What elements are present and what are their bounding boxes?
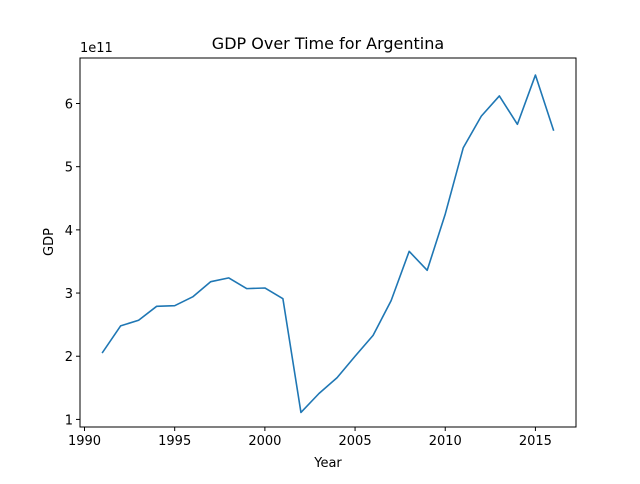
y-axis: 1 2 3 4 5 6 [65,97,80,428]
chart-title: GDP Over Time for Argentina [212,34,444,53]
y-tick-label: 6 [65,97,73,112]
x-tick-label: 2010 [429,434,462,449]
y-axis-multiplier: 1e11 [80,41,113,56]
gdp-series-line [101,74,555,414]
plot-area [101,74,555,414]
plot-frame [79,57,577,428]
x-tick-label: 2000 [248,434,281,449]
x-tick-label: 2015 [519,434,552,449]
y-tick-label: 5 [65,161,73,176]
y-tick-label: 4 [65,224,73,239]
x-tick-label: 1990 [68,434,101,449]
y-tick-label: 2 [65,350,73,365]
y-tick-label: 3 [65,287,73,302]
x-tick-label: 2005 [339,434,372,449]
y-tick-label: 1 [65,413,73,428]
x-axis: 1990 1995 2000 2005 2010 2015 [68,427,552,449]
y-axis-label: GDP [42,228,57,256]
x-axis-label: Year [313,456,342,471]
x-tick-label: 1995 [158,434,191,449]
